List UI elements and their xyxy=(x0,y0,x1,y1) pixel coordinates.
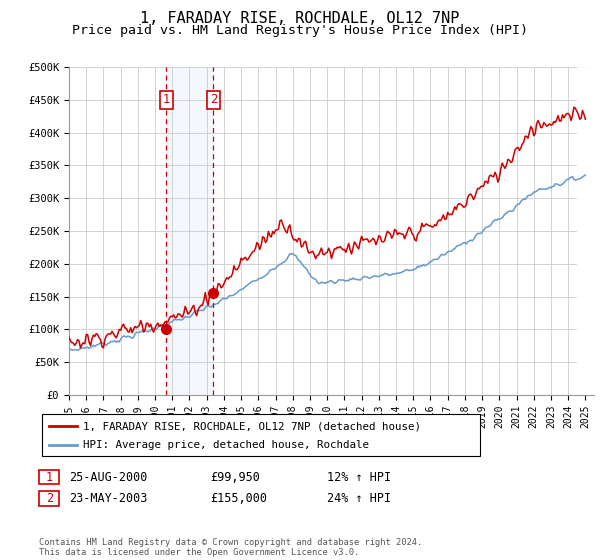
Text: 24% ↑ HPI: 24% ↑ HPI xyxy=(327,492,391,505)
Text: £155,000: £155,000 xyxy=(210,492,267,505)
Bar xyxy=(577,67,594,395)
Text: HPI: Average price, detached house, Rochdale: HPI: Average price, detached house, Roch… xyxy=(83,441,369,450)
Text: 1: 1 xyxy=(46,470,53,484)
Text: 23-MAY-2003: 23-MAY-2003 xyxy=(69,492,148,505)
Bar xyxy=(166,67,214,395)
Text: £99,950: £99,950 xyxy=(210,470,260,484)
Text: 25-AUG-2000: 25-AUG-2000 xyxy=(69,470,148,484)
Text: 1, FARADAY RISE, ROCHDALE, OL12 7NP (detached house): 1, FARADAY RISE, ROCHDALE, OL12 7NP (det… xyxy=(83,421,421,431)
Text: 1: 1 xyxy=(163,94,170,106)
Text: Contains HM Land Registry data © Crown copyright and database right 2024.
This d: Contains HM Land Registry data © Crown c… xyxy=(39,538,422,557)
Text: 12% ↑ HPI: 12% ↑ HPI xyxy=(327,470,391,484)
Text: 2: 2 xyxy=(209,94,217,106)
Text: 2: 2 xyxy=(46,492,53,505)
Text: 1, FARADAY RISE, ROCHDALE, OL12 7NP: 1, FARADAY RISE, ROCHDALE, OL12 7NP xyxy=(140,11,460,26)
Text: Price paid vs. HM Land Registry's House Price Index (HPI): Price paid vs. HM Land Registry's House … xyxy=(72,24,528,36)
